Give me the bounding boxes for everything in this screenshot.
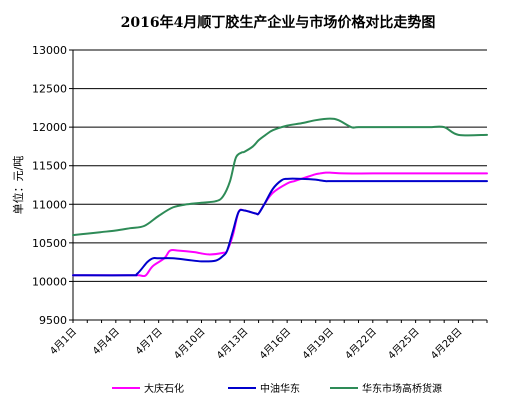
y-axis-label: 单位：元/吨	[11, 156, 25, 215]
y-tick-label: 10000	[32, 275, 67, 288]
x-tick-label: 4月22日	[343, 326, 379, 362]
y-tick-label: 13000	[32, 44, 67, 57]
y-tick-label: 12500	[32, 83, 67, 96]
x-tick-label: 4月28日	[428, 326, 464, 362]
x-tick-label: 4月7日	[133, 326, 165, 358]
legend-label: 华东市场高桥货源	[362, 382, 442, 395]
series-line-2	[72, 177, 488, 277]
legend-label: 大庆石化	[144, 382, 184, 395]
y-tick-label: 11000	[32, 198, 67, 211]
y-tick-label: 10500	[32, 237, 67, 250]
x-tick-label: 4月19日	[300, 326, 336, 362]
series-line-3	[72, 117, 488, 237]
x-axis-ticks: 4月1日 4月4日 4月7日 4月10日 4月13日 4月16日 4月19日 4月22日 4月2…	[47, 326, 464, 362]
x-tick-label: 4月16日	[257, 326, 293, 362]
axes	[69, 49, 488, 323]
series-line-1	[72, 171, 488, 278]
series-lines	[72, 117, 488, 278]
grid-lines	[73, 49, 487, 321]
y-tick-label: 9500	[39, 314, 67, 327]
x-tick-label: 4月10日	[171, 326, 207, 362]
x-tick-label: 4月13日	[214, 326, 250, 362]
x-tick-label: 4月25日	[386, 326, 422, 362]
y-tick-label: 11500	[32, 160, 67, 173]
legend-label: 中油华东	[260, 382, 300, 395]
y-tick-label: 12000	[32, 121, 67, 134]
legend: 大庆石化 中油华东 华东市场高桥货源	[112, 382, 442, 395]
y-axis-ticks: 9500 10000 10500 11000 11500 12000 12500 13000	[32, 44, 67, 327]
chart-title: 2016年4月顺丁胶生产企业与市场价格对比走势图	[121, 14, 436, 31]
x-tick-label: 4月4日	[90, 326, 122, 358]
x-tick-label: 4月1日	[47, 326, 79, 358]
